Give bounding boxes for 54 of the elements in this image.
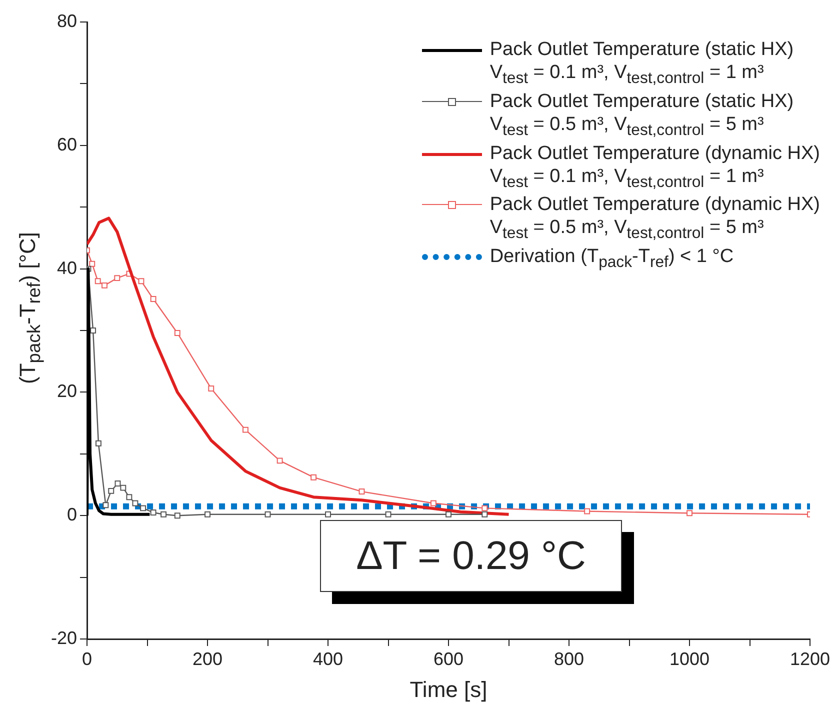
y-tick-label: 80 (56, 10, 78, 31)
point (160, 511, 167, 518)
y-tick-label: 0 (67, 504, 78, 525)
point (358, 488, 365, 495)
legend-label: Pack Outlet Temperature (static HX) V$_{test}$ = 0.1 m³, V$_{test,control}$ = 1 m³ (490, 38, 794, 89)
legend-label: Pack Outlet Temperature (dynamic HX) V$_{test}$ = 0.5 m³, V$_{test,control}$ = 5 m³ (490, 193, 820, 244)
x-tick-label: 400 (312, 648, 344, 669)
point (138, 278, 144, 284)
point (114, 275, 120, 282)
point (482, 505, 488, 512)
annotation: ΔT = 0.29 °C (320, 520, 622, 592)
point (150, 296, 156, 302)
point (140, 505, 146, 512)
point (102, 282, 108, 288)
y-tick-label: -20 (51, 628, 78, 648)
point (108, 488, 114, 494)
point (430, 500, 436, 506)
x-tick-label: 800 (554, 648, 584, 669)
point (90, 328, 96, 334)
point (174, 512, 180, 519)
point (204, 511, 210, 518)
legend-label: Pack Outlet Temperature (dynamic HX) V$_{test}$ = 0.1 m³, V$_{test,control}$ = 1 m³ (490, 142, 820, 192)
legend-label: Pack Outlet Temperature (static HX) V$_{test}$ = 0.5 m³, V$_{test,control}$ = 5 m³ (490, 90, 794, 141)
point (120, 484, 126, 491)
point (126, 494, 132, 500)
y-tick-label: 60 (56, 134, 78, 154)
point (686, 510, 692, 516)
x-axis-title: Time [s] (410, 676, 488, 702)
y-tick-label: 20 (56, 381, 78, 402)
y-tick-label: 40 (56, 258, 78, 278)
point (174, 330, 180, 336)
point (102, 502, 109, 508)
point (242, 426, 248, 433)
point (208, 386, 214, 392)
point (385, 511, 392, 518)
x-tick-label: 1200 (790, 648, 830, 669)
point (94, 278, 101, 284)
point (150, 510, 156, 516)
legend-label: Derivation (T$_{pack}$-T$_{ref}$) < 1 °C (490, 245, 734, 273)
x-tick-label: 0 (82, 648, 92, 669)
point (482, 511, 488, 518)
point (264, 511, 271, 518)
point (89, 260, 96, 267)
point (310, 474, 317, 480)
point (114, 480, 121, 486)
point (584, 508, 590, 514)
point (276, 458, 283, 464)
point (446, 511, 452, 518)
x-tick-label: 600 (433, 648, 464, 669)
x-tick-label: 1000 (669, 648, 710, 669)
point (132, 500, 138, 506)
x-tick-label: 200 (192, 648, 223, 669)
point (95, 440, 102, 446)
point (325, 511, 331, 518)
